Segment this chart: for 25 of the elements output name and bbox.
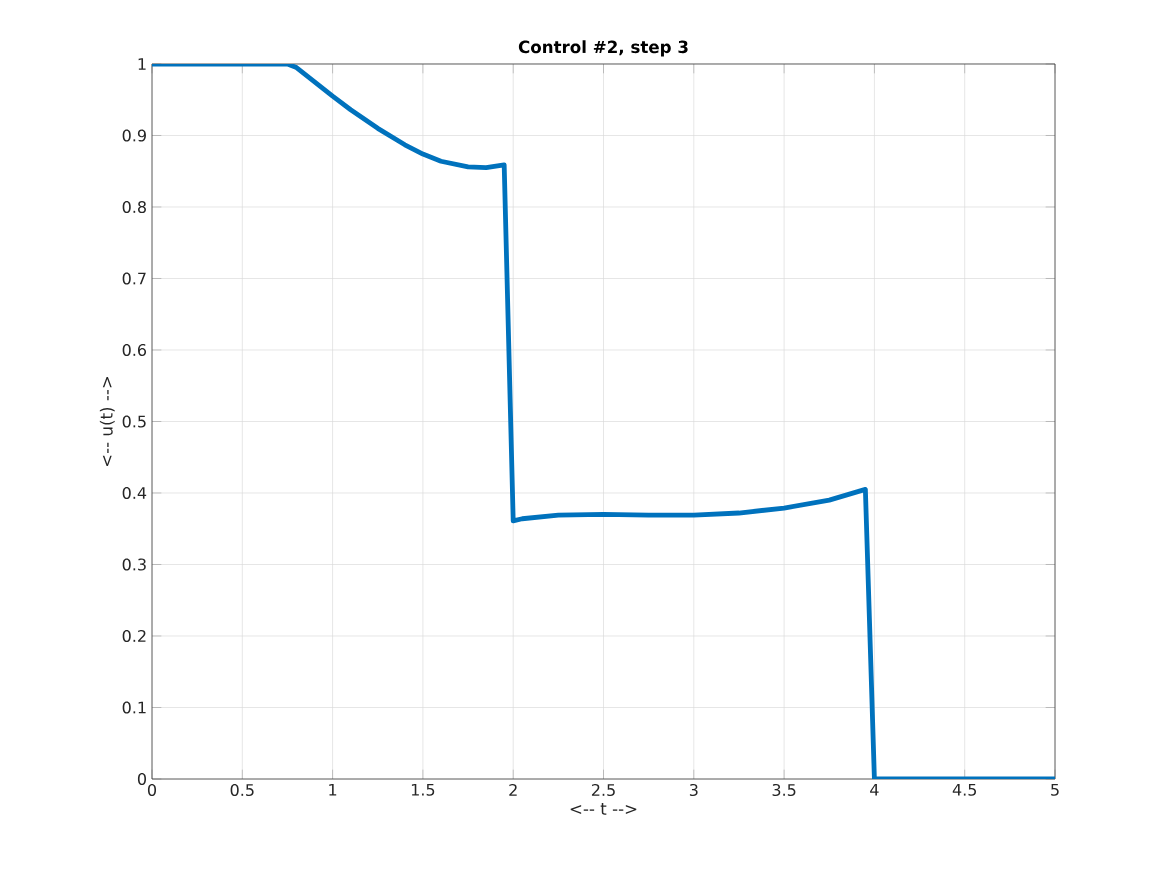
y-tick-label: 0.4 (122, 486, 147, 500)
x-tick-label: 5 (1051, 783, 1059, 796)
x-tick-label: 2.5 (591, 783, 615, 797)
y-tick-label: 0 (137, 772, 147, 786)
y-tick-label: 1 (138, 58, 146, 70)
y-tick-label: 0.1 (122, 701, 146, 714)
x-tick-label: 4.5 (952, 783, 977, 796)
y-tick-label: 0.9 (122, 129, 146, 142)
chart-title: Control #2, step 3 (518, 40, 688, 57)
y-tick-label: 0.2 (122, 629, 146, 643)
x-tick-label: 4 (870, 783, 879, 796)
y-tick-label: 0.8 (122, 200, 146, 214)
x-tick-label: 1.5 (411, 783, 435, 796)
y-tick-label: 0.5 (122, 415, 146, 428)
x-tick-label: 1 (329, 783, 337, 796)
x-tick-label: 3 (689, 783, 698, 797)
y-axis-title: <-- u(t) --> (99, 376, 115, 467)
x-tick-label: 3.5 (772, 783, 796, 797)
y-tick-label: 0.7 (122, 272, 146, 285)
x-tick-label: 0 (147, 783, 157, 797)
y-tick-label: 0.3 (122, 558, 146, 571)
y-tick-label: 0.6 (122, 343, 147, 357)
x-tick-label: 2 (509, 783, 517, 796)
x-axis-title: <-- t --> (570, 802, 637, 815)
x-tick-label: 0.5 (230, 783, 254, 797)
